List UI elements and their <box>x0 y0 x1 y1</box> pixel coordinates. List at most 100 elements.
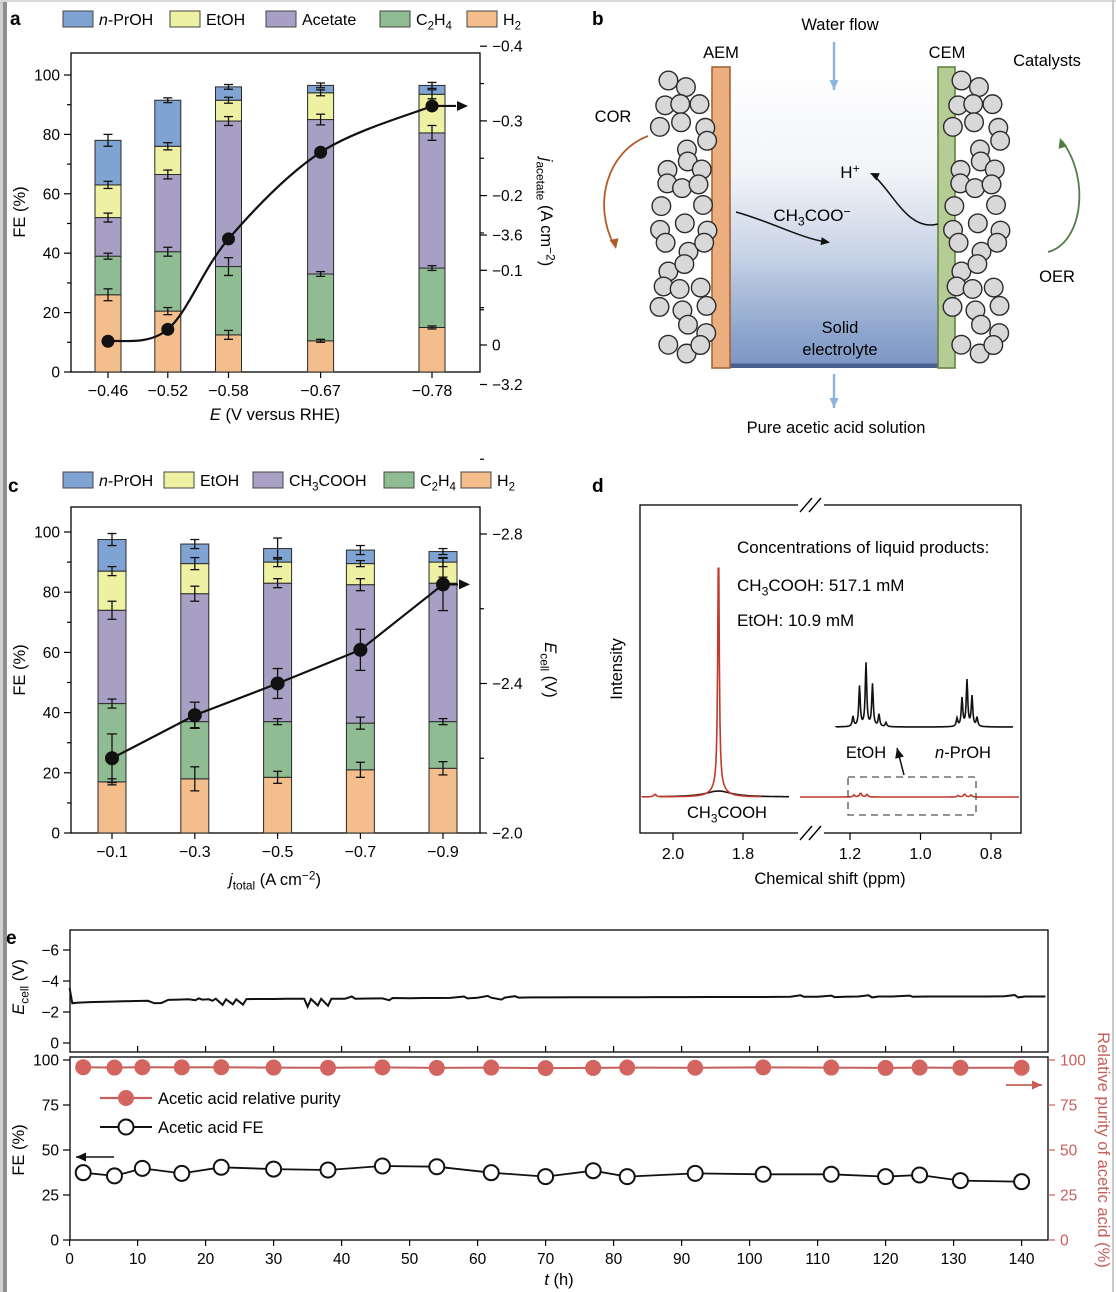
axis-break-icon <box>808 497 822 513</box>
bar-segment-Acetate <box>94 217 122 257</box>
plot-frame <box>639 504 1022 834</box>
x-tick-label: 1.0 <box>909 846 931 863</box>
solid-electrolyte-label: electrolyte <box>802 341 877 359</box>
y-axis-label: FE (%) <box>11 644 29 695</box>
x-tick-label: 0.8 <box>980 846 1002 863</box>
e-cell-point <box>105 751 119 766</box>
x-tick-label: 100 <box>737 1251 763 1268</box>
legend-swatch-C2H4 <box>379 10 411 28</box>
x-tick-label: −0.78 <box>412 383 453 400</box>
panel-d-letter: d <box>592 476 604 497</box>
arrow-head-icon <box>870 173 880 181</box>
fe-plot-frame <box>69 1056 1049 1241</box>
purity-point <box>911 1059 928 1076</box>
y-tick-label: 0 <box>51 826 60 843</box>
y-tick-label: 100 <box>34 525 60 542</box>
x-axis-label: Chemical shift (ppm) <box>754 870 905 888</box>
x-tick-label: −0.67 <box>300 383 341 400</box>
x-tick-label: −0.58 <box>208 383 249 400</box>
catalyst-particle-icon <box>983 277 1004 298</box>
y-tick-label: 100 <box>34 68 60 85</box>
j-acetate-point <box>314 145 328 159</box>
fe-point <box>482 1164 500 1182</box>
panel-a-legend: n-PrOH EtOH Acetate C2H4 H2 <box>62 10 521 32</box>
aem-label: AEM <box>703 44 739 62</box>
catalyst-particle-icon <box>989 295 1010 316</box>
catalyst-particle-icon <box>951 334 972 355</box>
water-flow-label: Water flow <box>801 16 878 34</box>
zoom-region-box <box>847 776 977 816</box>
y2-axis-label: Ecell (V) <box>538 642 559 697</box>
catalyst-particle-icon <box>688 174 709 195</box>
solid-electrolyte-label: Solid <box>822 319 859 337</box>
e-cell-trace <box>68 987 1046 1010</box>
arrow-head-icon <box>829 80 839 90</box>
catalyst-particle-icon <box>696 295 717 316</box>
purity-point <box>537 1060 554 1077</box>
catalyst-particle-icon <box>942 116 963 137</box>
catalyst-particle-icon <box>970 314 991 335</box>
x-tick-label: 50 <box>401 1251 419 1268</box>
catalyst-particle-icon <box>677 314 698 335</box>
y-tick-label: 20 <box>43 305 61 322</box>
catalyst-particle-icon <box>948 232 969 253</box>
inset-etoh-label: EtOH <box>846 744 886 762</box>
arrow-head-icon <box>457 100 468 111</box>
legend-swatch-Acetate <box>265 10 297 28</box>
nmr-red-trace <box>641 567 762 798</box>
fe-point <box>686 1164 704 1182</box>
fe-point <box>133 1159 151 1177</box>
y2-tick-label: 50 <box>1060 1143 1078 1160</box>
page-edge-left <box>3 0 7 1292</box>
y2-tick-label: 25 <box>1060 1188 1077 1205</box>
ch3cooh-peak-label: CH3COOH <box>687 804 767 825</box>
purity-point <box>106 1059 123 1076</box>
catalyst-particle-icon <box>965 178 986 199</box>
bar-segment-CH3COOH <box>97 609 127 705</box>
y2-tick-label: 0 <box>1060 1233 1069 1250</box>
legend-label-EtOH: EtOH <box>200 473 239 490</box>
x-tick-label: 20 <box>197 1251 215 1268</box>
arrow-head-icon <box>829 398 839 408</box>
catalyst-particle-icon <box>651 196 672 217</box>
h-plus-label: H+ <box>840 161 859 182</box>
page-edge-top <box>0 0 1116 2</box>
bar-segment-Acetate <box>418 132 446 269</box>
fe-point <box>877 1168 895 1186</box>
x-tick-label: 2.0 <box>662 846 684 863</box>
bar-segment-CH3COOH <box>263 582 293 723</box>
panel-d-chart: d 2.0 1.8 1.2 1.0 0.8 Chemical shift (ppm) Inte… <box>592 476 1022 888</box>
aem-membrane <box>711 66 731 369</box>
y-tick-label: −6 <box>41 943 59 960</box>
anode-catalyst-layer <box>942 70 1011 364</box>
purity-point <box>823 1059 840 1076</box>
y-tick-label: 0 <box>50 1233 59 1250</box>
legend-label-n-PrOH: n-PrOH <box>99 12 153 29</box>
catalyst-particle-icon <box>655 232 676 253</box>
voltage-axis-label: Ecell (V) <box>10 959 31 1014</box>
y-tick-label: −4 <box>41 974 59 991</box>
fe-point <box>1013 1173 1031 1191</box>
bar-segment-H2 <box>263 776 293 834</box>
y-tick-label: 0 <box>51 365 60 382</box>
arrow-head-icon <box>820 237 830 246</box>
x-tick-label: 130 <box>941 1251 967 1268</box>
catalysts-label: Catalysts <box>1013 52 1081 70</box>
x-tick-label: −0.46 <box>88 383 129 400</box>
purity-point <box>483 1059 500 1076</box>
y2-tick-label: −0.4 <box>492 39 523 56</box>
oer-arrow <box>1047 140 1081 253</box>
fe-point <box>319 1161 337 1179</box>
bar-segment-n-PrOH <box>154 99 182 147</box>
x-tick-label: 0 <box>65 1251 74 1268</box>
panel-c-letter: c <box>8 476 19 497</box>
catalyst-particle-icon <box>649 116 670 137</box>
catalyst-particle-icon <box>968 77 989 98</box>
x-tick-label: 10 <box>129 1251 147 1268</box>
catalyst-particle-icon <box>986 194 1007 215</box>
y-tick-label: 25 <box>42 1188 59 1205</box>
acetate-ion-label: CH3COO− <box>773 204 850 228</box>
arrow-head-icon <box>459 579 470 590</box>
